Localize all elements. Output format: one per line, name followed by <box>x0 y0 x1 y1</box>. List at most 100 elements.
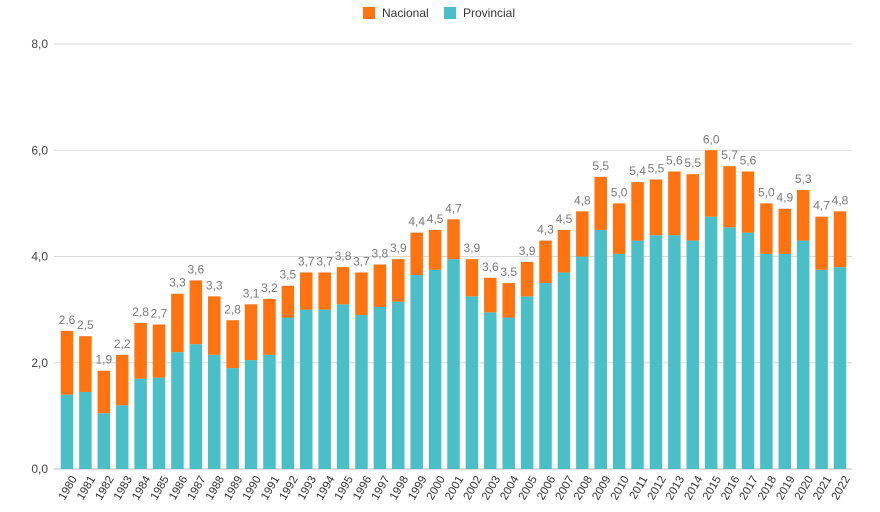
bar-provincial <box>300 309 313 469</box>
bar-provincial <box>704 216 718 469</box>
bar-nacional <box>612 203 626 254</box>
total-data-label: 4,9 <box>776 191 793 205</box>
total-data-label: 5,5 <box>648 161 665 175</box>
bar-nacional <box>668 171 681 236</box>
bar-nacional <box>410 232 423 276</box>
total-data-label: 5,0 <box>611 185 628 199</box>
y-tick-label: 6,0 <box>31 143 48 157</box>
bar-provincial <box>226 368 239 469</box>
bar-provincial <box>723 227 736 469</box>
legend-label-nacional: Nacional <box>382 6 429 20</box>
bar-provincial <box>281 317 295 469</box>
bar-nacional <box>226 320 239 369</box>
y-tick-label: 0,0 <box>31 462 48 476</box>
bar-provincial <box>649 235 663 469</box>
bar-provincial <box>97 413 111 469</box>
total-data-label: 4,4 <box>408 215 425 229</box>
bar-nacional <box>760 203 773 254</box>
bar-nacional <box>244 304 258 361</box>
bar-provincial <box>576 256 589 469</box>
bar-nacional <box>686 174 700 241</box>
bar-provincial <box>815 269 828 469</box>
bar-nacional <box>833 211 847 268</box>
bar-nacional <box>649 179 663 236</box>
legend-swatch-nacional <box>363 7 375 19</box>
total-data-label: 3,7 <box>298 254 315 268</box>
total-data-label: 5,0 <box>758 185 775 199</box>
total-data-label: 3,8 <box>335 249 352 263</box>
bar-provincial <box>778 253 792 469</box>
bar-provincial <box>741 232 755 469</box>
bar-provincial <box>612 253 626 469</box>
bar-nacional <box>576 211 589 257</box>
bar-nacional <box>447 219 460 260</box>
total-data-label: 4,8 <box>832 193 849 207</box>
bar-nacional <box>796 190 810 241</box>
total-data-label: 3,8 <box>372 246 389 260</box>
bar-provincial <box>263 354 276 469</box>
bar-nacional <box>189 280 203 345</box>
total-data-label: 3,7 <box>316 254 333 268</box>
bar-nacional <box>300 272 313 310</box>
bar-provincial <box>428 269 442 469</box>
bar-provincial <box>171 352 184 469</box>
total-data-label: 5,4 <box>629 164 646 178</box>
bar-nacional <box>539 240 552 284</box>
bar-nacional <box>134 322 147 379</box>
bar-nacional <box>60 330 74 395</box>
bar-nacional <box>484 277 497 313</box>
total-data-label: 3,9 <box>519 244 536 258</box>
bar-nacional <box>704 150 718 217</box>
bar-provincial <box>594 229 607 469</box>
bar-provincial <box>336 304 350 469</box>
total-data-label: 2,8 <box>132 305 149 319</box>
total-data-label: 3,9 <box>464 241 481 255</box>
total-data-label: 4,8 <box>574 193 591 207</box>
total-data-label: 2,2 <box>114 337 131 351</box>
bar-nacional <box>207 296 221 355</box>
legend-label-provincial: Provincial <box>463 6 516 20</box>
bar-nacional <box>392 259 405 302</box>
total-data-label: 3,6 <box>482 260 499 274</box>
bar-nacional <box>79 336 92 392</box>
bar-nacional <box>373 264 387 307</box>
bar-nacional <box>97 370 111 414</box>
total-data-label: 1,9 <box>95 353 112 367</box>
bar-provincial <box>152 377 166 469</box>
bar-provincial <box>520 296 534 469</box>
bar-provincial <box>115 405 129 469</box>
bar-nacional <box>631 182 644 241</box>
total-data-label: 4,5 <box>427 212 444 226</box>
bar-provincial <box>631 240 644 469</box>
bar-provincial <box>668 235 681 469</box>
legend-swatch-provincial <box>444 7 456 19</box>
bar-nacional <box>723 166 736 228</box>
bar-provincial <box>502 317 515 469</box>
bar-provincial <box>796 240 810 469</box>
bar-nacional <box>355 272 368 315</box>
total-data-label: 4,7 <box>813 199 830 213</box>
bar-provincial <box>833 267 847 469</box>
bar-nacional <box>502 283 515 318</box>
bar-nacional <box>281 285 295 318</box>
bar-provincial <box>189 344 203 469</box>
total-data-label: 2,5 <box>77 318 94 332</box>
bar-nacional <box>263 299 276 355</box>
bar-provincial <box>207 354 221 469</box>
total-data-label: 4,7 <box>445 201 462 215</box>
bar-provincial <box>447 259 460 469</box>
bar-nacional <box>557 229 571 273</box>
bar-provincial <box>410 275 423 469</box>
y-tick-label: 8,0 <box>31 37 48 51</box>
total-data-label: 3,3 <box>206 278 223 292</box>
bar-provincial <box>134 378 147 469</box>
bar-provincial <box>60 394 74 469</box>
bar-provincial <box>355 314 368 469</box>
total-data-label: 5,5 <box>684 156 701 170</box>
y-tick-label: 2,0 <box>31 356 48 370</box>
bar-provincial <box>244 360 258 469</box>
bar-provincial <box>392 301 405 469</box>
bar-nacional <box>778 208 792 254</box>
total-data-label: 3,1 <box>243 286 260 300</box>
